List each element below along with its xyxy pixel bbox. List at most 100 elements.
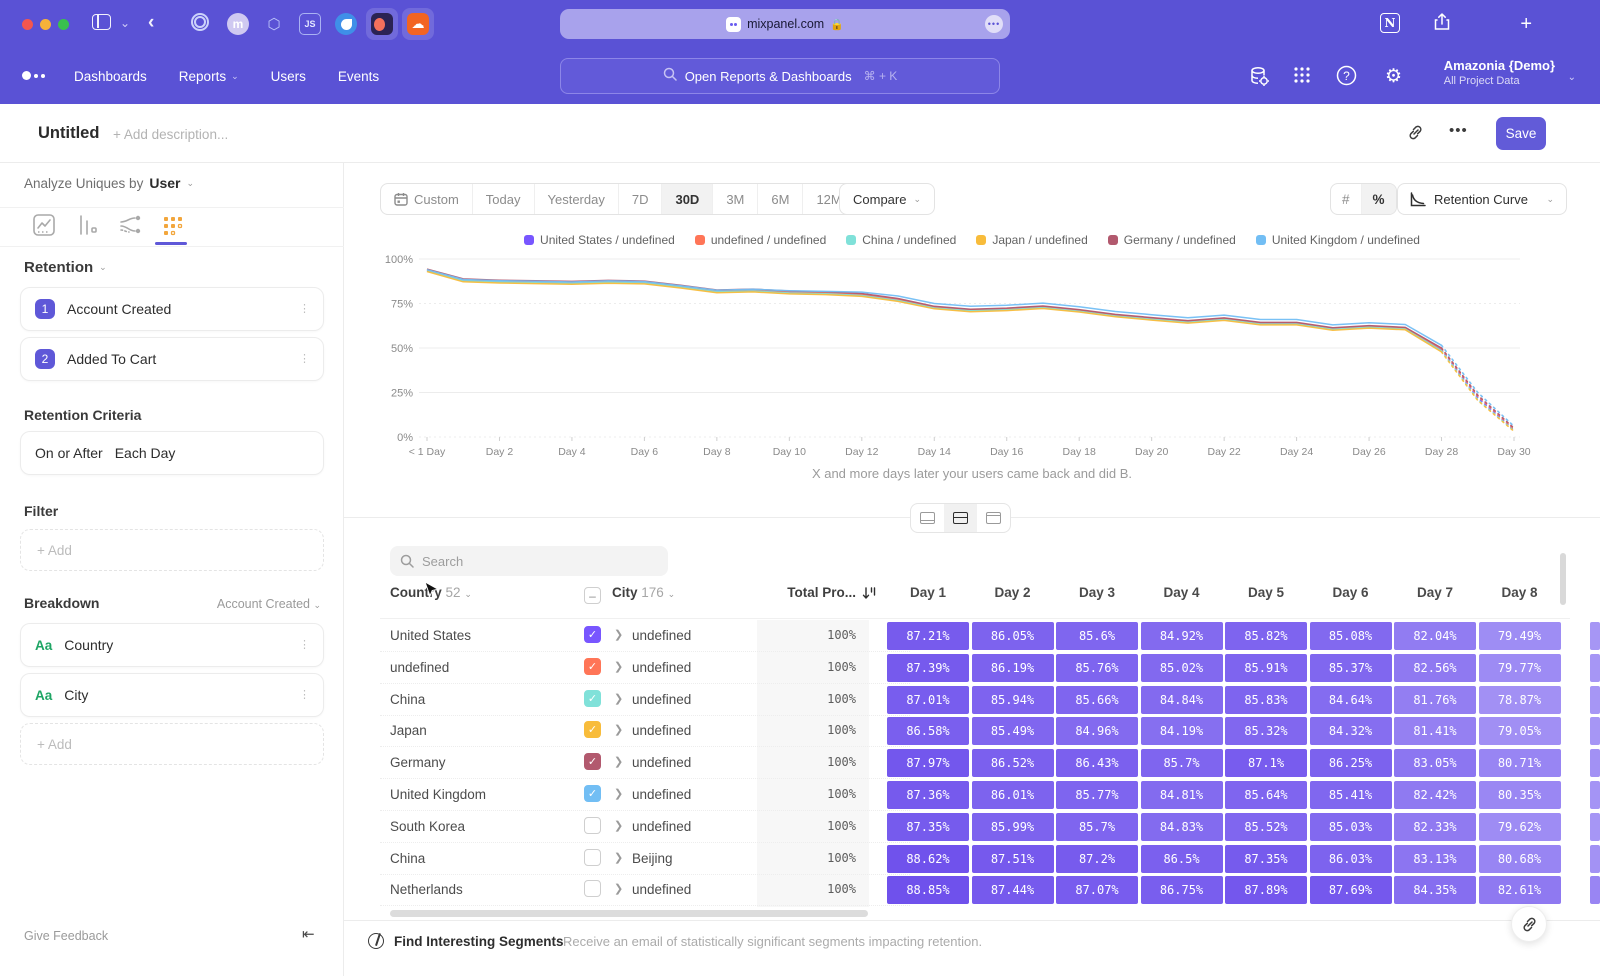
kebab-menu-icon[interactable]: ⋮ [299, 693, 309, 697]
retention-cell[interactable]: 85.02% [1141, 654, 1223, 682]
retention-cell[interactable]: 85.94% [972, 686, 1054, 714]
retention-cell[interactable]: 84.32% [1310, 717, 1392, 745]
retention-cell[interactable]: 84.92% [1141, 622, 1223, 650]
retention-cell[interactable]: 79.49% [1479, 622, 1561, 650]
legend-item[interactable]: United States / undefined [524, 233, 675, 247]
soundcloud-favicon[interactable]: ☁ [407, 13, 429, 35]
retention-cell[interactable]: 84.35% [1394, 876, 1476, 904]
horizontal-scrollbar[interactable] [390, 910, 868, 917]
percent-format-button[interactable]: % [1361, 184, 1396, 214]
mixpanel-favicon[interactable] [371, 13, 393, 35]
retention-cell[interactable]: 85.64% [1225, 781, 1307, 809]
settings-gear-icon[interactable]: ⚙ [1385, 65, 1402, 88]
expand-chevron-icon[interactable]: ❯ [614, 882, 623, 895]
retention-cell[interactable]: 83.05% [1394, 749, 1476, 777]
retention-cell[interactable]: 87.36% [887, 781, 969, 809]
expand-chevron-icon[interactable]: ❯ [614, 628, 623, 641]
row-checkbox[interactable]: ✓ [584, 753, 601, 770]
step-card-added-to-cart[interactable]: 2 Added To Cart ⋮ [20, 337, 324, 381]
retention-cell[interactable]: 87.2% [1056, 845, 1138, 873]
range-3m[interactable]: 3M [712, 184, 757, 214]
notion-icon[interactable]: N [1380, 13, 1400, 33]
kebab-menu-icon[interactable]: ⋮ [299, 307, 309, 311]
retention-cell[interactable]: 88.85% [887, 876, 969, 904]
save-button[interactable]: Save [1496, 117, 1546, 150]
retention-cell[interactable]: 84.19% [1141, 717, 1223, 745]
row-checkbox[interactable]: ✓ [584, 690, 601, 707]
nav-item-reports[interactable]: Reports⌄ [179, 69, 239, 84]
retention-cell[interactable]: 84.84% [1141, 686, 1223, 714]
expand-chevron-icon[interactable]: ❯ [614, 819, 623, 832]
chart-only-view-button[interactable] [911, 504, 944, 532]
retention-cell[interactable]: 83.13% [1394, 845, 1476, 873]
analyze-uniques-value[interactable]: User [149, 175, 180, 191]
retention-cell[interactable]: 80.35% [1479, 781, 1561, 809]
minimize-window-button[interactable] [40, 19, 51, 30]
retention-cell[interactable]: 87.97% [887, 749, 969, 777]
day-column-header[interactable]: Day 3 [1056, 585, 1138, 600]
retention-cell[interactable]: 82.04% [1394, 622, 1476, 650]
close-window-button[interactable] [22, 19, 33, 30]
legend-item[interactable]: Germany / undefined [1108, 233, 1236, 247]
expand-chevron-icon[interactable]: ❯ [614, 851, 623, 864]
retention-cell[interactable]: 81.41% [1394, 717, 1476, 745]
retention-cell[interactable]: 85.83% [1225, 686, 1307, 714]
row-checkbox[interactable]: ✓ [584, 626, 601, 643]
retention-cell[interactable]: 78.87% [1479, 686, 1561, 714]
retention-cell[interactable]: 87.69% [1310, 876, 1392, 904]
tab-retention[interactable] [161, 213, 185, 237]
retention-cell[interactable]: 79.62% [1479, 813, 1561, 841]
help-icon[interactable]: ? [1336, 65, 1357, 91]
project-switcher[interactable]: Amazonia {Demo} All Project Data [1444, 58, 1555, 87]
retention-cell[interactable]: 85.41% [1310, 781, 1392, 809]
select-all-checkbox[interactable]: – [584, 587, 601, 604]
breakdown-card-city[interactable]: Aa City ⋮ [20, 673, 324, 717]
maximize-window-button[interactable] [58, 19, 69, 30]
retention-cell[interactable]: 82.42% [1394, 781, 1476, 809]
retention-cell[interactable]: 85.37% [1310, 654, 1392, 682]
retention-cell[interactable]: 84.83% [1141, 813, 1223, 841]
retention-cell[interactable]: 85.32% [1225, 717, 1307, 745]
row-checkbox[interactable] [584, 880, 601, 897]
retention-cell[interactable]: 82.56% [1394, 654, 1476, 682]
js-favicon[interactable]: JS [299, 13, 321, 35]
data-management-icon[interactable] [1248, 65, 1270, 92]
expand-chevron-icon[interactable]: ❯ [614, 660, 623, 673]
day-column-header[interactable]: Day 7 [1394, 585, 1476, 600]
retention-cell[interactable]: 80.68% [1479, 845, 1561, 873]
retention-cell[interactable]: 86.75% [1141, 876, 1223, 904]
retention-cell[interactable]: 79.05% [1479, 717, 1561, 745]
share-link-floating-button[interactable] [1511, 906, 1547, 942]
step-card-account-created[interactable]: 1 Account Created ⋮ [20, 287, 324, 331]
expand-chevron-icon[interactable]: ❯ [614, 755, 623, 768]
add-breakdown-button[interactable]: + Add [20, 723, 324, 765]
url-bar[interactable]: mixpanel.com 🔒 ••• [560, 9, 1010, 39]
find-segments-title[interactable]: Find Interesting Segments [394, 934, 564, 949]
range-yesterday[interactable]: Yesterday [534, 184, 618, 214]
expand-chevron-icon[interactable]: ❯ [614, 723, 623, 736]
retention-cell[interactable]: 87.1% [1225, 749, 1307, 777]
m-favicon[interactable]: m [227, 13, 249, 35]
retention-cell[interactable]: 85.7% [1141, 749, 1223, 777]
row-checkbox[interactable] [584, 817, 601, 834]
retention-cell[interactable]: 85.52% [1225, 813, 1307, 841]
retention-cell[interactable]: 86.25% [1310, 749, 1392, 777]
retention-cell[interactable]: 85.49% [972, 717, 1054, 745]
day-column-header[interactable]: Day 4 [1141, 585, 1223, 600]
retention-cell[interactable]: 86.5% [1141, 845, 1223, 873]
retention-cell[interactable]: 87.35% [887, 813, 969, 841]
vertical-scrollbar[interactable] [1560, 553, 1566, 605]
retention-cell[interactable]: 87.44% [972, 876, 1054, 904]
range-custom[interactable]: Custom [381, 184, 472, 214]
retention-cell[interactable]: 85.76% [1056, 654, 1138, 682]
row-checkbox[interactable] [584, 849, 601, 866]
copy-link-icon[interactable] [1407, 124, 1424, 145]
retention-cell[interactable]: 86.19% [972, 654, 1054, 682]
row-checkbox[interactable]: ✓ [584, 721, 601, 738]
collapse-sidebar-icon[interactable]: ⇤ [302, 925, 315, 943]
retention-cell[interactable]: 85.03% [1310, 813, 1392, 841]
retention-cell[interactable]: 85.99% [972, 813, 1054, 841]
ring-favicon[interactable] [191, 13, 209, 31]
range-6m[interactable]: 6M [757, 184, 802, 214]
url-more-icon[interactable]: ••• [985, 15, 1003, 33]
